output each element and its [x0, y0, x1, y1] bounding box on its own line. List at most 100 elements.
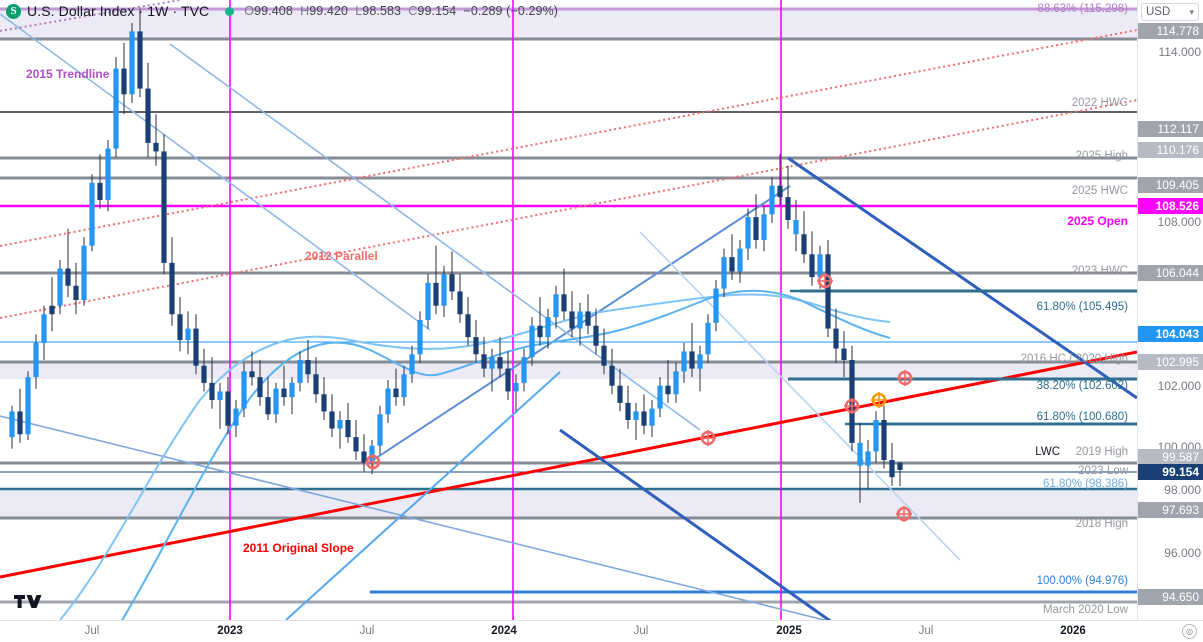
time-axis[interactable]: Jul 2023 Jul 2024 Jul 2025 Jul 2026 ◎: [0, 620, 1203, 642]
time-tick-2026: 2026: [1060, 625, 1086, 637]
candle-body: [329, 411, 335, 429]
annotation-fib-6180-100[interactable]: 61.80% (100.680): [1036, 411, 1128, 423]
candle-body: [777, 185, 783, 198]
price-tick-114-778: 114.778: [1138, 23, 1203, 39]
price-axis[interactable]: USD ▾ 114.778 114.000 112.117 110.176 109.40…: [1137, 0, 1203, 620]
annotation-hc-2016-2020[interactable]: 2016 HC / 2020 High: [1020, 353, 1128, 365]
ohlc-high-value: 99.420: [309, 4, 349, 18]
annotation-hwc-2025[interactable]: 2025 HWC: [1071, 185, 1128, 197]
chart-svg: [0, 0, 1137, 620]
chart-plot-area[interactable]: [0, 0, 1137, 620]
clock-icon[interactable]: ◎: [1182, 624, 1197, 639]
annotation-trendline-2015[interactable]: 2015 Trendline: [26, 67, 110, 81]
annotation-open-2025[interactable]: 2025 Open: [1067, 214, 1128, 228]
annotation-high-2025[interactable]: 2025 High: [1075, 150, 1128, 162]
trendline-lightblue-d: [0, 415, 828, 620]
pivot-markers: [365, 273, 913, 522]
candle-body: [417, 320, 423, 355]
candle-body: [633, 411, 639, 420]
annotation-fib-6180-98[interactable]: 61.80% (98.386): [1042, 478, 1128, 490]
candle-body: [161, 151, 167, 263]
candle-body: [297, 360, 303, 383]
candle-body: [393, 388, 399, 398]
candle-body: [169, 262, 175, 315]
candle-body: [129, 31, 135, 95]
time-tick-2023: 2023: [217, 625, 243, 637]
candle-body: [193, 328, 199, 366]
candle-body: [497, 357, 503, 369]
candle-body: [593, 325, 599, 346]
candle-body: [121, 68, 127, 95]
candle-body: [97, 182, 103, 200]
candle-body: [105, 148, 111, 200]
price-tick-104-043: 104.043: [1138, 326, 1203, 342]
candle-body: [457, 291, 463, 315]
candle-body: [433, 282, 439, 306]
annotation-fib-10000[interactable]: 100.00% (94.976): [1036, 575, 1128, 587]
candlestick-series: [9, 8, 903, 503]
candle-body: [761, 214, 767, 240]
tradingview-logo[interactable]: [14, 591, 42, 614]
candle-body: [697, 354, 703, 369]
candle-body: [801, 234, 807, 255]
candle-body: [705, 322, 711, 355]
candle-body: [889, 460, 895, 478]
annotation-march-2020-low[interactable]: March 2020 Low: [1042, 604, 1128, 616]
price-tick-106-044: 106.044: [1138, 265, 1203, 281]
candle-body: [249, 371, 255, 378]
annotation-fib-3820[interactable]: 38.20% (102.602): [1036, 380, 1128, 392]
price-tick-97-693: 97.693: [1138, 502, 1203, 518]
candle-body: [513, 382, 519, 392]
candle-body: [153, 142, 159, 152]
price-tick-108-526: 108.526: [1138, 198, 1203, 214]
candle-body: [233, 408, 239, 426]
candle-body: [113, 68, 119, 149]
candle-body: [361, 451, 367, 463]
ohlc-high-key: H: [300, 4, 310, 18]
annotation-high-2018[interactable]: 2018 High: [1075, 518, 1128, 530]
candle-body: [481, 354, 487, 369]
time-tick-jul: Jul: [359, 625, 375, 637]
candle-body: [369, 445, 375, 463]
candle-body: [337, 420, 343, 429]
trendline-2025-resistance: [787, 156, 1137, 400]
candle-body: [545, 317, 551, 338]
annotation-fib-8863[interactable]: 88.63% (115.298): [1037, 3, 1128, 15]
candle-body: [289, 382, 295, 398]
annotation-hwc-2022[interactable]: 2022 HWC: [1071, 97, 1128, 109]
ohlc-open-key: O: [244, 4, 255, 18]
annotation-parallel-2012[interactable]: 2012 Parallel: [305, 249, 378, 263]
candle-body: [609, 365, 615, 386]
currency-selector[interactable]: USD ▾: [1141, 3, 1199, 21]
symbol-title[interactable]: U.S. Dollar Index · 1W · TVC: [27, 3, 210, 19]
candle-body: [665, 385, 671, 395]
price-tick-112-117: 112.117: [1138, 121, 1203, 137]
annotation-slope-2011[interactable]: 2011 Original Slope: [243, 541, 354, 555]
candle-body: [441, 274, 447, 306]
price-tick-110-176: 110.176: [1138, 142, 1203, 158]
annotation-lwc[interactable]: LWC: [1035, 446, 1060, 458]
trendline-blue-steep-down: [559, 428, 832, 620]
candle-body: [577, 311, 583, 329]
time-tick-jul: Jul: [918, 625, 934, 637]
trendline-2015-line: [0, 0, 181, 32]
candle-body: [585, 311, 591, 326]
price-tick-96-000: 96.000: [1164, 546, 1201, 560]
ohlc-low-key: L: [355, 4, 363, 18]
annotation-fib-6180-105[interactable]: 61.80% (105.495): [1036, 301, 1128, 313]
candle-body: [657, 385, 663, 409]
annotation-low-2023[interactable]: 2023 Low: [1078, 465, 1128, 477]
candle-body: [857, 442, 863, 466]
annotation-high-2019[interactable]: 2019 High: [1075, 446, 1128, 458]
annotation-hwc-2023[interactable]: 2023 HWC: [1071, 265, 1128, 277]
candle-body: [49, 305, 55, 315]
candle-body: [473, 337, 479, 355]
candle-body: [385, 388, 391, 415]
trendline-2011-slope: [0, 350, 1137, 579]
candle-body: [793, 220, 799, 235]
candle-body: [601, 345, 607, 366]
candle-body: [569, 311, 575, 329]
candle-body: [273, 388, 279, 415]
candle-body: [881, 420, 887, 460]
